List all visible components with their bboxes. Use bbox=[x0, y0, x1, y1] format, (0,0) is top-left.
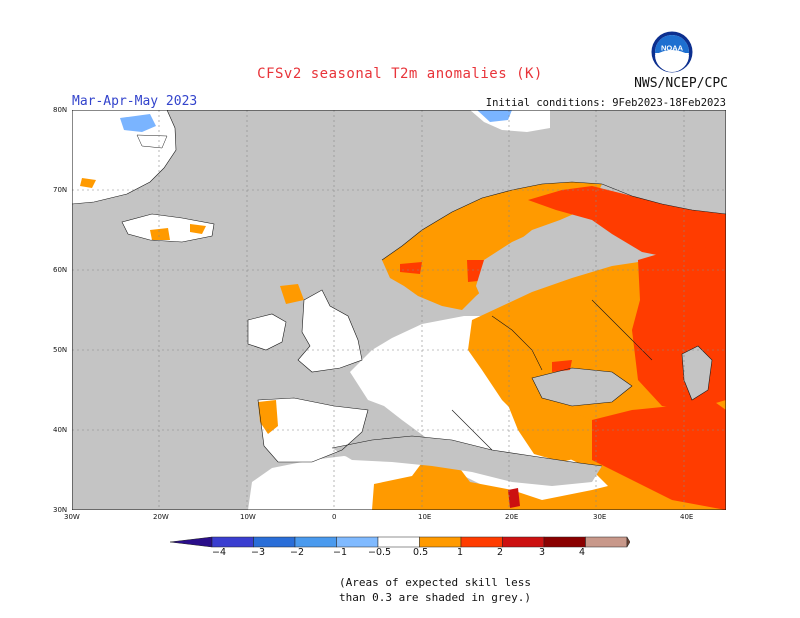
lat-label-70n: 70N bbox=[53, 186, 68, 194]
turkey-warm-anomaly bbox=[592, 400, 726, 510]
colorbar-label-m3: −3 bbox=[251, 547, 266, 558]
greenland-land bbox=[72, 110, 176, 204]
lat-label-50n: 50N bbox=[53, 346, 68, 354]
colorbar-arrow-left bbox=[170, 536, 213, 548]
map-gridlines bbox=[72, 110, 726, 510]
north-africa-warm-anomaly bbox=[372, 458, 662, 510]
black-sea bbox=[532, 368, 632, 406]
svalbard-cool-anomaly bbox=[477, 110, 512, 122]
anomaly-map bbox=[72, 110, 726, 510]
initial-conditions-label: Initial conditions: 9Feb2023-18Feb2023 bbox=[485, 97, 726, 109]
balkans-warm-anomaly bbox=[502, 390, 612, 462]
colorbar-swatch bbox=[502, 536, 545, 548]
colorbar-arrow-right bbox=[626, 536, 630, 548]
greenland-cool-anomaly bbox=[120, 114, 156, 132]
mediterranean-sea bbox=[332, 436, 602, 486]
colorbar-label-0-5: 0.5 bbox=[413, 547, 429, 558]
colorbar-swatch bbox=[543, 536, 586, 548]
lon-label-10e: 10E bbox=[418, 513, 432, 521]
colorbar-label-m4: −4 bbox=[212, 547, 227, 558]
colorbar-swatch bbox=[377, 536, 420, 548]
colorbar-swatch bbox=[460, 536, 503, 548]
lat-label-30n: 30N bbox=[53, 506, 68, 514]
iberia-warm-anomaly bbox=[258, 400, 278, 434]
lon-label-20e: 20E bbox=[505, 513, 519, 521]
caspian-sea bbox=[682, 346, 712, 400]
skill-note: (Areas of expected skill less than 0.3 a… bbox=[0, 575, 800, 605]
colorbar-swatch bbox=[211, 536, 254, 548]
lon-label-40e: 40E bbox=[680, 513, 694, 521]
lon-label-30w: 30W bbox=[64, 513, 80, 521]
colorbar-swatch bbox=[419, 536, 462, 548]
chart-title: CFSv2 seasonal T2m anomalies (K) bbox=[257, 66, 543, 82]
season-label: Mar-Apr-May 2023 bbox=[72, 94, 198, 109]
scandinavia-warm-anomaly bbox=[382, 182, 602, 310]
colorbar-label-m1: −1 bbox=[333, 547, 348, 558]
colorbar-swatch bbox=[336, 536, 379, 548]
noaa-logo-text: NOAA bbox=[661, 44, 684, 53]
colorbar-swatch bbox=[253, 536, 296, 548]
colorbar-swatch bbox=[585, 536, 628, 548]
western-russia-warm-anomaly bbox=[632, 246, 726, 410]
colorbar-label-m2: −2 bbox=[290, 547, 305, 558]
colorbar-label-1: 1 bbox=[457, 547, 464, 558]
lon-label-30e: 30E bbox=[593, 513, 607, 521]
ireland-land bbox=[248, 314, 286, 350]
colorbar-label-4: 4 bbox=[579, 547, 586, 558]
skill-note-line1: (Areas of expected skill less bbox=[338, 576, 532, 589]
lon-label-20w: 20W bbox=[153, 513, 169, 521]
lon-label-0: 0 bbox=[332, 513, 337, 521]
colorbar-label-2: 2 bbox=[497, 547, 504, 558]
lat-label-80n: 80N bbox=[53, 106, 68, 114]
lon-label-10w: 10W bbox=[240, 513, 256, 521]
lat-label-60n: 60N bbox=[53, 266, 68, 274]
colorbar bbox=[170, 536, 630, 548]
colorbar-label-3: 3 bbox=[539, 547, 546, 558]
iceland-warm-anomaly bbox=[150, 228, 170, 240]
lat-label-40n: 40N bbox=[53, 426, 68, 434]
noaa-logo: NOAA bbox=[651, 31, 693, 73]
colorbar-label-m0-5: −0.5 bbox=[368, 547, 392, 558]
great-britain-land bbox=[298, 290, 362, 372]
colorbar-swatch bbox=[294, 536, 337, 548]
agency-label: NWS/NCEP/CPC bbox=[634, 76, 728, 91]
skill-note-line2: than 0.3 are shaded in grey.) bbox=[338, 591, 532, 604]
